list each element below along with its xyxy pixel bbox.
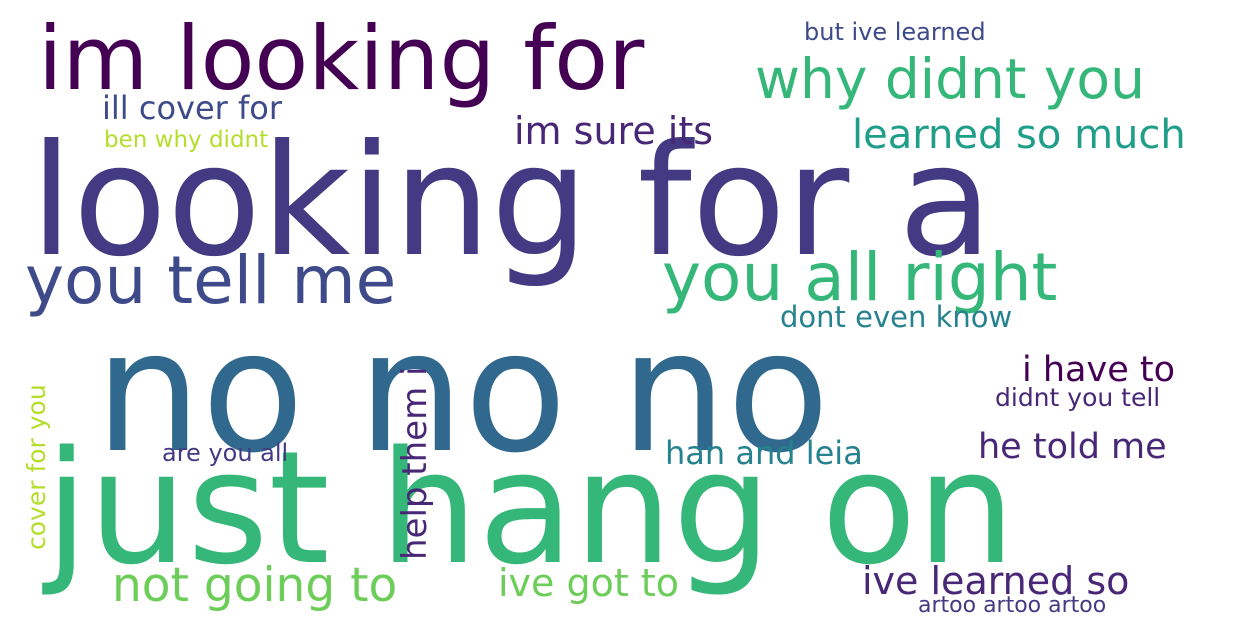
word-why-didnt-you: why didnt you [755,47,1145,111]
word-help-them-i: help them i [395,366,435,560]
word-he-told-me: he told me [978,427,1167,467]
word-ive-learned-so: ive learned so [862,559,1130,603]
word-dont-even-know: dont even know [780,300,1013,334]
word-im-sure-its: im sure its [514,109,714,153]
word-i-have-to: i have to [1022,350,1175,390]
word-you-all-right: you all right [662,239,1058,316]
word-ive-got-to: ive got to [498,561,680,605]
word-just-hang-on: just hang on [45,417,1016,599]
word-looking-for-a: looking for a [30,112,993,291]
word-not-going-to: not going to [112,558,398,613]
word-han-and-leia: han and leia [665,434,863,472]
word-im-looking-for: im looking for [38,7,645,110]
word-artoo-artoo-artoo: artoo artoo artoo [918,593,1107,618]
word-no-no-no: no no no [95,294,830,490]
word-you-tell-me: you tell me [25,242,397,319]
word-but-ive-learned: but ive learned [804,18,986,46]
word-learned-so-much: learned so much [852,112,1186,158]
word-are-you-all: are you all [162,439,289,467]
word-ben-why-didnt: ben why didnt [104,127,269,153]
word-ill-cover-for: ill cover for [102,89,282,127]
word-didnt-you-tell: didnt you tell [995,383,1161,412]
word-cover-for-you: cover for you [22,384,51,550]
